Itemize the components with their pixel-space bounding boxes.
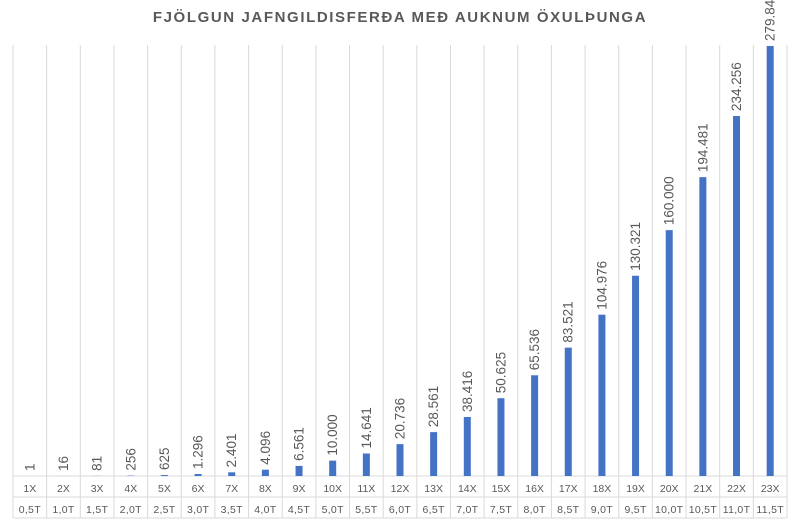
x-tick-label: 11X <box>357 483 375 495</box>
data-label: 10.000 <box>325 414 340 455</box>
bar <box>531 375 539 476</box>
x-tick-label: 7X <box>225 483 238 495</box>
data-label: 256 <box>123 448 138 471</box>
x-sub-tick-label: 8,5T <box>557 504 579 516</box>
x-sub-tick-label: 0,5T <box>19 504 41 516</box>
x-sub-tick-label: 4,5T <box>288 504 310 516</box>
data-label: 160.000 <box>662 176 677 225</box>
x-tick-label: 2X <box>57 483 70 495</box>
x-sub-tick-label: 11,5T <box>756 504 784 516</box>
bar <box>396 444 404 476</box>
x-sub-tick-label: 2,0T <box>120 504 142 516</box>
x-sub-tick-label: 3,0T <box>187 504 209 516</box>
bar <box>160 475 168 476</box>
bar <box>228 472 236 476</box>
x-sub-tick-label: 8,0T <box>523 504 545 516</box>
x-tick-label: 20X <box>660 483 679 495</box>
data-label: 16 <box>56 456 71 471</box>
data-label: 2.401 <box>224 434 239 468</box>
x-tick-label: 9X <box>293 483 306 495</box>
x-tick-label: 3X <box>91 483 104 495</box>
data-label: 279.841 <box>763 0 778 41</box>
data-label: 83.521 <box>561 301 576 342</box>
x-sub-tick-label: 5,5T <box>355 504 377 516</box>
data-label: 65.536 <box>527 329 542 370</box>
x-tick-label: 8X <box>259 483 272 495</box>
data-label: 38.416 <box>460 371 475 412</box>
data-label: 1 <box>22 463 37 471</box>
data-label: 4.096 <box>258 431 273 465</box>
x-sub-tick-label: 9,0T <box>591 504 613 516</box>
data-label: 81 <box>90 456 105 471</box>
data-label: 20.736 <box>393 398 408 439</box>
bar <box>430 432 438 476</box>
bar <box>564 347 572 476</box>
x-tick-label: 16X <box>525 483 544 495</box>
x-sub-tick-label: 3,5T <box>221 504 243 516</box>
bar <box>261 469 269 476</box>
data-label: 6.561 <box>292 427 307 461</box>
data-label: 50.625 <box>493 352 508 393</box>
bar <box>699 177 707 477</box>
x-tick-label: 6X <box>192 483 205 495</box>
data-label: 28.561 <box>426 386 441 427</box>
bar <box>632 275 640 476</box>
x-tick-label: 1X <box>23 483 36 495</box>
bar <box>733 116 741 476</box>
bar <box>665 230 673 476</box>
bar <box>463 416 471 476</box>
chart-title: FJÖLGUN JAFNGILDISFERÐA MEÐ AUKNUM ÖXULÞ… <box>152 9 648 26</box>
data-label: 625 <box>157 448 172 471</box>
x-tick-label: 17X <box>559 483 578 495</box>
data-label: 104.976 <box>594 261 609 310</box>
x-tick-label: 22X <box>727 483 746 495</box>
x-tick-label: 10X <box>323 483 342 495</box>
x-tick-label: 4X <box>124 483 137 495</box>
x-sub-tick-label: 6,0T <box>389 504 411 516</box>
bar <box>194 474 202 476</box>
x-sub-tick-label: 11,0T <box>723 504 751 516</box>
data-label: 194.481 <box>695 123 710 172</box>
x-tick-label: 12X <box>391 483 410 495</box>
x-tick-label: 18X <box>593 483 612 495</box>
x-sub-tick-label: 10,0T <box>655 504 684 516</box>
data-label: 14.641 <box>359 407 374 448</box>
x-sub-tick-label: 6,5T <box>423 504 445 516</box>
x-tick-label: 23X <box>761 483 780 495</box>
bar <box>598 314 606 476</box>
x-tick-label: 13X <box>424 483 443 495</box>
bar <box>766 45 774 477</box>
x-sub-tick-label: 9,5T <box>624 504 646 516</box>
x-tick-label: 14X <box>458 483 477 495</box>
x-sub-tick-label: 7,0T <box>456 504 478 516</box>
bar <box>329 460 337 476</box>
x-sub-tick-label: 5,0T <box>322 504 344 516</box>
x-sub-tick-label: 1,0T <box>52 504 74 516</box>
x-sub-tick-label: 1,5T <box>86 504 108 516</box>
data-label: 234.256 <box>729 62 744 111</box>
x-sub-tick-label: 10,5T <box>689 504 718 516</box>
x-tick-label: 5X <box>158 483 171 495</box>
data-label: 1.296 <box>191 435 206 469</box>
data-label: 130.321 <box>628 222 643 271</box>
bar <box>362 453 370 476</box>
x-sub-tick-label: 7,5T <box>490 504 512 516</box>
x-tick-label: 19X <box>626 483 645 495</box>
bar <box>497 398 505 476</box>
x-tick-label: 15X <box>492 483 511 495</box>
x-sub-tick-label: 2,5T <box>153 504 175 516</box>
x-tick-label: 21X <box>694 483 713 495</box>
bar <box>295 465 303 476</box>
x-sub-tick-label: 4,0T <box>254 504 276 516</box>
